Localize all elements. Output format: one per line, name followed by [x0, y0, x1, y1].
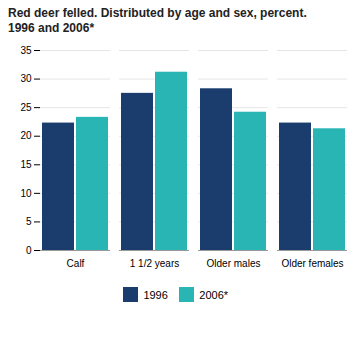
svg-text:Older males: Older males: [207, 258, 261, 269]
svg-text:35: 35: [20, 45, 32, 56]
svg-text:20: 20: [20, 130, 32, 141]
html-text:1996 and 2006*: 1996 and 2006*: [8, 21, 95, 35]
svg-text:1 1/2 years: 1 1/2 years: [130, 258, 179, 269]
svg-text:25: 25: [20, 102, 32, 113]
svg-text:5: 5: [26, 216, 32, 227]
html-text:2006*: 2006*: [199, 288, 229, 301]
svg-text:Older females: Older females: [281, 258, 343, 269]
html-text:1996: 1996: [143, 288, 168, 301]
svg-text:30: 30: [20, 73, 32, 84]
svg-text:15: 15: [20, 159, 32, 170]
svg-text:10: 10: [20, 188, 32, 199]
svg-text:0: 0: [26, 245, 32, 256]
svg-text:Calf: Calf: [67, 258, 85, 269]
html-text:Red deer felled. Distributed b: Red deer felled. Distributed by age and …: [8, 6, 307, 20]
